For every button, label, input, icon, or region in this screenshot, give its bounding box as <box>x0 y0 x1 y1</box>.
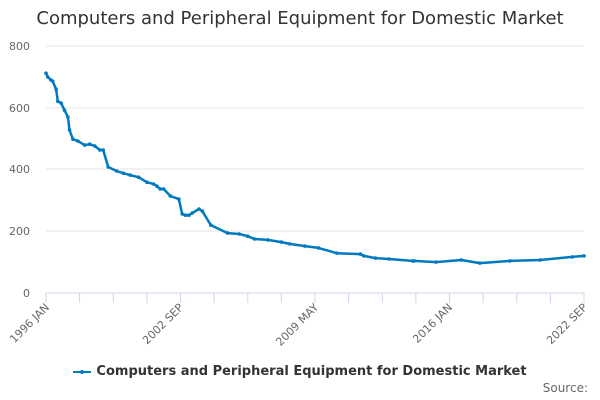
data-point-marker[interactable] <box>93 144 97 148</box>
data-point-marker[interactable] <box>161 187 166 191</box>
data-point-marker[interactable] <box>225 231 230 235</box>
legend-label: Computers and Peripheral Equipment for D… <box>96 364 527 379</box>
data-point-marker[interactable] <box>288 242 292 246</box>
y-tick-label: 400 <box>9 163 30 176</box>
data-point-marker[interactable] <box>508 259 512 263</box>
data-point-marker[interactable] <box>358 252 363 256</box>
x-tick-label: 2022 SEP <box>544 301 590 347</box>
data-point-marker[interactable] <box>101 148 105 152</box>
data-point-marker[interactable] <box>434 260 438 264</box>
data-point-marker[interactable] <box>59 101 63 105</box>
data-point-marker[interactable] <box>82 143 87 147</box>
data-point-marker[interactable] <box>252 237 257 241</box>
data-point-marker[interactable] <box>570 255 574 259</box>
data-point-marker[interactable] <box>56 99 60 104</box>
data-point-marker[interactable] <box>582 254 586 258</box>
data-point-marker[interactable] <box>237 232 242 236</box>
data-point-marker[interactable] <box>87 142 92 146</box>
series-path[interactable] <box>44 72 585 265</box>
data-point-marker[interactable] <box>50 79 55 83</box>
x-tick-label: 2009 MAY <box>273 301 321 349</box>
legend-item[interactable]: Computers and Peripheral Equipment for D… <box>0 364 600 379</box>
data-point-marker[interactable] <box>62 108 67 112</box>
data-point-marker[interactable] <box>279 240 284 244</box>
x-tick-label: 2002 SEP <box>140 301 186 347</box>
data-point-marker[interactable] <box>209 223 213 227</box>
data-point-marker[interactable] <box>187 213 191 217</box>
data-point-marker[interactable] <box>45 75 50 79</box>
data-point-marker[interactable] <box>183 213 188 217</box>
data-point-marker[interactable] <box>155 184 159 188</box>
data-point-marker[interactable] <box>316 246 321 250</box>
x-tick-label: 1996 JAN <box>7 301 52 346</box>
data-point-marker[interactable] <box>66 115 70 119</box>
data-point-marker[interactable] <box>44 71 48 75</box>
data-point-marker[interactable] <box>412 259 417 263</box>
y-tick-label: 200 <box>9 225 30 238</box>
data-point-marker[interactable] <box>121 171 126 175</box>
data-point-marker[interactable] <box>158 187 163 191</box>
data-point-marker[interactable] <box>168 194 173 198</box>
chart-title: Computers and Peripheral Equipment for D… <box>36 8 564 29</box>
data-point-marker[interactable] <box>266 238 270 242</box>
source-credit: Source: <box>542 381 588 395</box>
data-series-line[interactable] <box>44 71 586 265</box>
data-point-marker[interactable] <box>373 256 378 260</box>
data-point-marker[interactable] <box>106 165 110 169</box>
data-point-marker[interactable] <box>177 197 181 201</box>
y-tick-label: 800 <box>9 40 30 53</box>
data-point-marker[interactable] <box>145 180 149 184</box>
x-tick-label: 2016 JAN <box>410 301 455 346</box>
x-axis: 1996 JAN 2002 SEP 2009 MAY 2016 JAN 2022… <box>7 292 590 349</box>
data-point-marker[interactable] <box>190 211 195 215</box>
data-point-marker[interactable] <box>128 173 132 177</box>
data-point-marker[interactable] <box>200 209 205 213</box>
data-point-marker[interactable] <box>362 254 366 258</box>
data-point-marker[interactable] <box>98 148 102 152</box>
data-point-marker[interactable] <box>71 137 75 141</box>
data-point-marker[interactable] <box>76 139 80 143</box>
data-point-marker[interactable] <box>180 212 184 216</box>
grid-lines <box>46 45 584 232</box>
y-axis-labels: 0 200 400 600 800 <box>9 40 30 300</box>
data-point-marker[interactable] <box>478 261 482 265</box>
data-point-marker[interactable] <box>67 128 72 132</box>
data-point-marker[interactable] <box>136 175 141 179</box>
data-point-marker[interactable] <box>197 207 201 211</box>
data-point-marker[interactable] <box>54 87 58 91</box>
data-point-marker[interactable] <box>151 182 156 186</box>
data-point-marker[interactable] <box>114 169 119 173</box>
y-tick-label: 600 <box>9 102 30 115</box>
data-point-marker[interactable] <box>538 258 543 262</box>
data-point-marker[interactable] <box>335 251 339 255</box>
y-tick-label: 0 <box>23 287 30 300</box>
data-point-marker[interactable] <box>303 244 307 248</box>
legend-line-marker-icon <box>73 367 92 377</box>
data-point-marker[interactable] <box>387 257 391 261</box>
data-point-marker[interactable] <box>459 258 464 262</box>
data-point-marker[interactable] <box>245 234 250 238</box>
